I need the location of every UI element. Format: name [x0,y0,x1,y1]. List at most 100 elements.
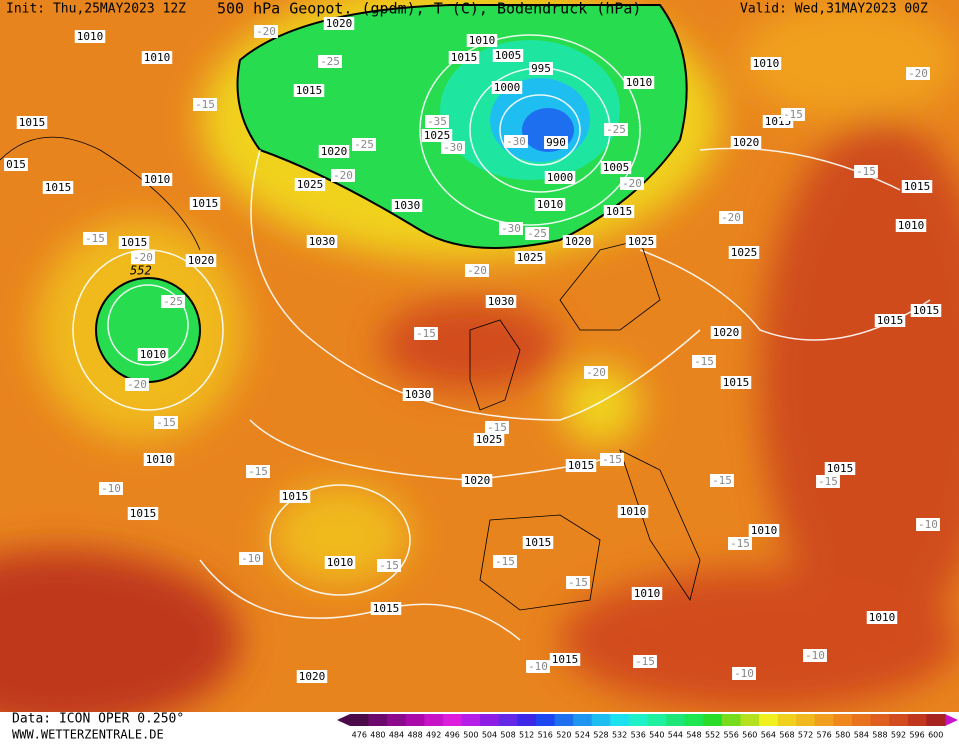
temperature-label: -20 [721,211,741,224]
label-box [185,254,217,267]
label-box [534,198,566,211]
colorbar-label: 484 [389,731,404,740]
temperature-label: -15 [783,108,803,121]
isobar-label: 1015 [904,180,931,193]
colorbar-cell [796,714,816,726]
isobar-label: 1015 [525,536,552,549]
label-box [600,161,632,174]
colorbar-label: 480 [370,731,385,740]
label-box [895,219,927,232]
label-box [74,30,106,43]
temperature-label: -10 [241,552,261,565]
colorbar-cell [628,714,648,726]
label-box [728,537,752,550]
temperature-label: -10 [528,660,548,673]
colorbar-cell [814,714,834,726]
colorbar-label: 584 [854,731,869,740]
label-box [732,667,756,680]
colorbar-cell [647,714,667,726]
label-box [719,211,743,224]
label-box [323,17,355,30]
isobar-label: 1005 [603,161,630,174]
colorbar-cell [870,714,890,726]
label-box [633,655,657,668]
isobar-label: 1015 [552,653,579,666]
label-box [318,55,342,68]
label-box [83,232,107,245]
label-box [461,474,493,487]
label-box [466,34,498,47]
label-box [562,235,594,248]
colorbar-cell [498,714,518,726]
isobar-label: 990 [546,136,566,149]
label-box [874,314,906,327]
label-box [441,141,465,154]
temperature-label: -25 [527,227,547,240]
label-box [402,388,434,401]
label-box [603,205,635,218]
label-box [473,433,505,446]
temperature-label: -35 [427,115,447,128]
colorbar-label: 564 [761,731,776,740]
label-box [522,536,554,549]
label-box [544,171,576,184]
colorbar-cell [721,714,741,726]
isobar-label: 1015 [192,197,219,210]
isobar-label: 1010 [634,587,661,600]
temperature-label: -20 [908,67,928,80]
isobar-label: 1015 [568,459,595,472]
colorbar-label: 504 [482,731,497,740]
isobar-label: 1020 [326,17,353,30]
init-time: Init: Thu,25MAY2023 12Z [6,2,186,17]
label-box [331,169,355,182]
isobar-label: 1025 [628,235,655,248]
label-box [566,576,590,589]
colorbar-label: 516 [538,731,553,740]
temperature-label: -30 [501,222,521,235]
label-box [127,507,159,520]
isobar-label: 1015 [19,116,46,129]
temperature-label: -20 [622,177,642,190]
isobar-label: 1025 [517,251,544,264]
colorbar-label: 600 [928,731,943,740]
colorbar-cell [480,714,500,726]
contour-label: 552 [130,264,152,278]
colorbar-label: 528 [593,731,608,740]
temperature-label: -20 [256,25,276,38]
temperature-label: -15 [495,555,515,568]
label-box [600,453,624,466]
isobar-label: 1010 [751,524,778,537]
colorbar-label: 532 [612,731,627,740]
label-box [294,178,326,191]
label-box [318,145,350,158]
isobar-label: 1015 [451,51,478,64]
isobar-label: 1015 [723,376,750,389]
colorbar-cell [554,714,574,726]
colorbar-label: 500 [463,731,478,740]
label-box [824,462,856,475]
colorbar-cell [889,714,909,726]
temperature-label: -25 [606,123,626,136]
isobar-label: 1015 [913,304,940,317]
label-box [193,98,217,111]
label-box [99,482,123,495]
label-box [906,67,930,80]
label-box [141,51,173,64]
temperature-label: -25 [320,55,340,68]
label-box [485,421,509,434]
label-box [854,165,878,178]
temperature-label: -15 [379,559,399,572]
label-box [620,177,644,190]
colorbar-label: 552 [705,731,720,740]
temperature-label: -15 [487,421,507,434]
label-box [720,376,752,389]
label-box [750,57,782,70]
label-box [816,475,840,488]
label-box [125,378,149,391]
isobar-label: 1020 [188,254,215,267]
isobar-label: 1010 [753,57,780,70]
label-box [529,62,553,75]
label-box [425,115,449,128]
label-box [42,181,74,194]
label-box [544,136,568,149]
